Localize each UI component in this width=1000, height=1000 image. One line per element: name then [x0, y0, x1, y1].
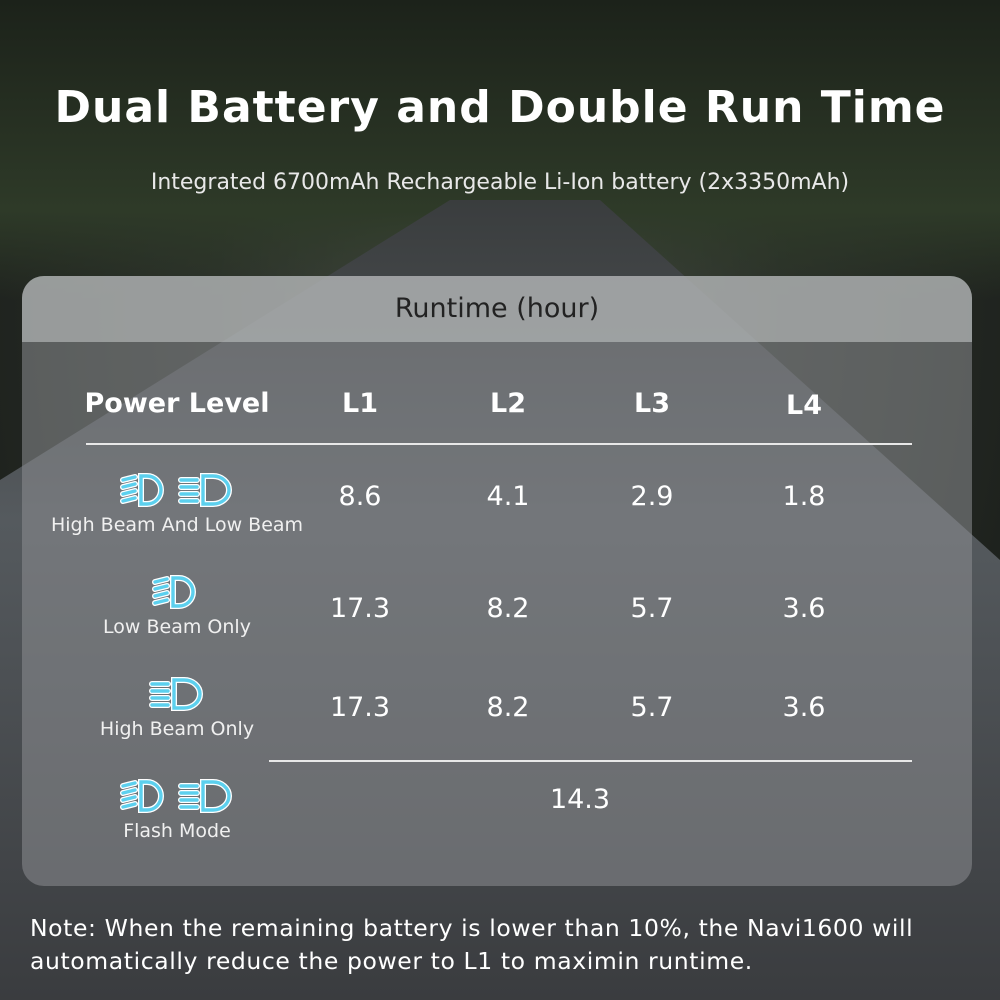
subtitle: Integrated 6700mAh Rechargeable Li-Ion b…	[150, 170, 850, 195]
table-caption: Runtime (hour)	[22, 276, 972, 342]
high-beam-icon	[148, 676, 206, 716]
runtime-value: 3.6	[782, 593, 826, 624]
note-text: Note: When the remaining battery is lowe…	[30, 914, 914, 975]
low-beam-icon	[119, 472, 171, 512]
runtime-value: 8.2	[486, 593, 530, 624]
high-beam-icon	[177, 778, 235, 818]
runtime-value: 5.7	[630, 593, 674, 624]
mode-high-low: High Beam And Low Beam	[37, 472, 317, 536]
runtime-value: 1.8	[782, 481, 826, 512]
runtime-value: 5.7	[630, 692, 674, 723]
mode-label: Low Beam Only	[103, 616, 251, 638]
mode-low-beam: Low Beam Only	[37, 574, 317, 638]
runtime-value: 3.6	[782, 692, 826, 723]
mode-high-beam: High Beam Only	[37, 676, 317, 740]
flash-divider	[269, 760, 912, 762]
flash-runtime: 14.3	[549, 784, 611, 815]
header-l2: L2	[490, 388, 526, 419]
header-l4: L4	[786, 390, 822, 421]
mode-label: Flash Mode	[123, 820, 231, 842]
runtime-value: 4.1	[486, 481, 530, 512]
high-beam-icon	[177, 472, 235, 512]
runtime-value: 17.3	[329, 593, 391, 624]
low-beam-icon	[119, 778, 171, 818]
runtime-table: Runtime (hour) Power Level L1 L2 L3 L4 H…	[22, 276, 972, 886]
header-l3: L3	[634, 388, 670, 419]
runtime-value: 8.2	[486, 692, 530, 723]
header-divider	[86, 443, 912, 445]
mode-flash: Flash Mode	[37, 778, 317, 842]
runtime-value: 2.9	[630, 481, 674, 512]
header-power-level: Power Level	[84, 388, 270, 419]
low-beam-icon	[151, 574, 203, 614]
runtime-value: 8.6	[338, 481, 382, 512]
runtime-value: 17.3	[329, 692, 391, 723]
header-l1: L1	[342, 388, 378, 419]
page-title: Dual Battery and Double Run Time	[54, 82, 946, 133]
mode-label: High Beam Only	[99, 718, 255, 740]
mode-label: High Beam And Low Beam	[50, 514, 304, 536]
